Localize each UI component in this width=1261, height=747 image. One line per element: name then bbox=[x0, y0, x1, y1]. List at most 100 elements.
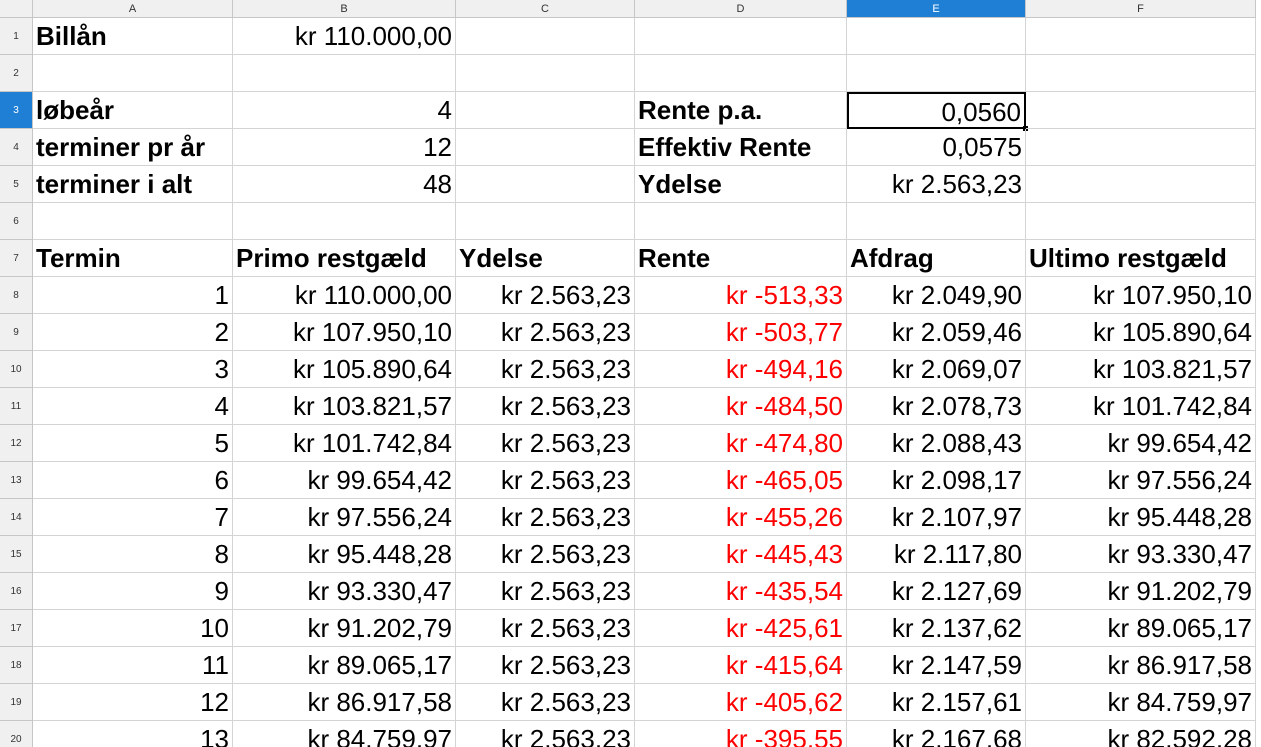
cell-c3[interactable] bbox=[456, 92, 635, 129]
cell-a7[interactable]: Termin bbox=[33, 240, 233, 277]
cell-c8[interactable]: kr 2.563,23 bbox=[456, 277, 635, 314]
row-header-5[interactable]: 5 bbox=[0, 166, 33, 203]
cell-d4[interactable]: Effektiv Rente bbox=[635, 129, 847, 166]
cell-e11[interactable]: kr 2.078,73 bbox=[847, 388, 1026, 425]
cell-a20[interactable]: 13 bbox=[33, 721, 233, 747]
row-header-12[interactable]: 12 bbox=[0, 425, 33, 462]
cell-b14[interactable]: kr 97.556,24 bbox=[233, 499, 456, 536]
cell-b4[interactable]: 12 bbox=[233, 129, 456, 166]
cell-a19[interactable]: 12 bbox=[33, 684, 233, 721]
cell-b20[interactable]: kr 84.759,97 bbox=[233, 721, 456, 747]
cell-f18[interactable]: kr 86.917,58 bbox=[1026, 647, 1256, 684]
column-header-c[interactable]: C bbox=[456, 0, 635, 18]
cell-c2[interactable] bbox=[456, 55, 635, 92]
column-header-a[interactable]: A bbox=[33, 0, 233, 18]
cell-d19[interactable]: kr -405,62 bbox=[635, 684, 847, 721]
cell-f4[interactable] bbox=[1026, 129, 1256, 166]
cell-d3[interactable]: Rente p.a. bbox=[635, 92, 847, 129]
cell-d12[interactable]: kr -474,80 bbox=[635, 425, 847, 462]
cell-e10[interactable]: kr 2.069,07 bbox=[847, 351, 1026, 388]
cell-e2[interactable] bbox=[847, 55, 1026, 92]
cell-e18[interactable]: kr 2.147,59 bbox=[847, 647, 1026, 684]
cell-c5[interactable] bbox=[456, 166, 635, 203]
cell-d6[interactable] bbox=[635, 203, 847, 240]
cell-a3[interactable]: løbeår bbox=[33, 92, 233, 129]
cell-c13[interactable]: kr 2.563,23 bbox=[456, 462, 635, 499]
select-all-corner[interactable] bbox=[0, 0, 33, 18]
row-header-20[interactable]: 20 bbox=[0, 721, 33, 747]
cell-c7[interactable]: Ydelse bbox=[456, 240, 635, 277]
cell-b10[interactable]: kr 105.890,64 bbox=[233, 351, 456, 388]
row-header-17[interactable]: 17 bbox=[0, 610, 33, 647]
cell-f6[interactable] bbox=[1026, 203, 1256, 240]
cell-d7[interactable]: Rente bbox=[635, 240, 847, 277]
cell-f12[interactable]: kr 99.654,42 bbox=[1026, 425, 1256, 462]
row-header-18[interactable]: 18 bbox=[0, 647, 33, 684]
cell-b12[interactable]: kr 101.742,84 bbox=[233, 425, 456, 462]
cell-a12[interactable]: 5 bbox=[33, 425, 233, 462]
cell-b15[interactable]: kr 95.448,28 bbox=[233, 536, 456, 573]
cell-d17[interactable]: kr -425,61 bbox=[635, 610, 847, 647]
cell-d18[interactable]: kr -415,64 bbox=[635, 647, 847, 684]
cell-c4[interactable] bbox=[456, 129, 635, 166]
cell-d13[interactable]: kr -465,05 bbox=[635, 462, 847, 499]
cell-e16[interactable]: kr 2.127,69 bbox=[847, 573, 1026, 610]
cell-b1[interactable]: kr 110.000,00 bbox=[233, 18, 456, 55]
cell-d15[interactable]: kr -445,43 bbox=[635, 536, 847, 573]
cell-e17[interactable]: kr 2.137,62 bbox=[847, 610, 1026, 647]
cell-d8[interactable]: kr -513,33 bbox=[635, 277, 847, 314]
row-header-15[interactable]: 15 bbox=[0, 536, 33, 573]
cell-c11[interactable]: kr 2.563,23 bbox=[456, 388, 635, 425]
cell-d10[interactable]: kr -494,16 bbox=[635, 351, 847, 388]
cell-f16[interactable]: kr 91.202,79 bbox=[1026, 573, 1256, 610]
cell-a1[interactable]: Billån bbox=[33, 18, 233, 55]
cell-c16[interactable]: kr 2.563,23 bbox=[456, 573, 635, 610]
row-header-3[interactable]: 3 bbox=[0, 92, 33, 129]
cell-c18[interactable]: kr 2.563,23 bbox=[456, 647, 635, 684]
cell-a6[interactable] bbox=[33, 203, 233, 240]
row-header-13[interactable]: 13 bbox=[0, 462, 33, 499]
cell-f9[interactable]: kr 105.890,64 bbox=[1026, 314, 1256, 351]
cell-e13[interactable]: kr 2.098,17 bbox=[847, 462, 1026, 499]
cell-a16[interactable]: 9 bbox=[33, 573, 233, 610]
cell-a14[interactable]: 7 bbox=[33, 499, 233, 536]
column-header-b[interactable]: B bbox=[233, 0, 456, 18]
cell-a13[interactable]: 6 bbox=[33, 462, 233, 499]
cell-b17[interactable]: kr 91.202,79 bbox=[233, 610, 456, 647]
row-header-11[interactable]: 11 bbox=[0, 388, 33, 425]
cell-c15[interactable]: kr 2.563,23 bbox=[456, 536, 635, 573]
cell-e4[interactable]: 0,0575 bbox=[847, 129, 1026, 166]
cell-f15[interactable]: kr 93.330,47 bbox=[1026, 536, 1256, 573]
cell-a18[interactable]: 11 bbox=[33, 647, 233, 684]
cell-a15[interactable]: 8 bbox=[33, 536, 233, 573]
cell-d5[interactable]: Ydelse bbox=[635, 166, 847, 203]
cell-d2[interactable] bbox=[635, 55, 847, 92]
row-header-4[interactable]: 4 bbox=[0, 129, 33, 166]
cell-b6[interactable] bbox=[233, 203, 456, 240]
cell-c19[interactable]: kr 2.563,23 bbox=[456, 684, 635, 721]
cell-f5[interactable] bbox=[1026, 166, 1256, 203]
cell-a17[interactable]: 10 bbox=[33, 610, 233, 647]
column-header-f[interactable]: F bbox=[1026, 0, 1256, 18]
cell-e14[interactable]: kr 2.107,97 bbox=[847, 499, 1026, 536]
column-header-e[interactable]: E bbox=[847, 0, 1026, 18]
cell-c6[interactable] bbox=[456, 203, 635, 240]
row-header-2[interactable]: 2 bbox=[0, 55, 33, 92]
cell-d20[interactable]: kr -395,55 bbox=[635, 721, 847, 747]
cell-b16[interactable]: kr 93.330,47 bbox=[233, 573, 456, 610]
cell-a4[interactable]: terminer pr år bbox=[33, 129, 233, 166]
cell-f2[interactable] bbox=[1026, 55, 1256, 92]
cell-a8[interactable]: 1 bbox=[33, 277, 233, 314]
cell-b2[interactable] bbox=[233, 55, 456, 92]
cell-e19[interactable]: kr 2.157,61 bbox=[847, 684, 1026, 721]
cell-e1[interactable] bbox=[847, 18, 1026, 55]
row-header-9[interactable]: 9 bbox=[0, 314, 33, 351]
cell-c1[interactable] bbox=[456, 18, 635, 55]
cell-b11[interactable]: kr 103.821,57 bbox=[233, 388, 456, 425]
cell-e20[interactable]: kr 2.167,68 bbox=[847, 721, 1026, 747]
cell-f14[interactable]: kr 95.448,28 bbox=[1026, 499, 1256, 536]
cell-f7[interactable]: Ultimo restgæld bbox=[1026, 240, 1256, 277]
column-header-d[interactable]: D bbox=[635, 0, 847, 18]
cell-b5[interactable]: 48 bbox=[233, 166, 456, 203]
